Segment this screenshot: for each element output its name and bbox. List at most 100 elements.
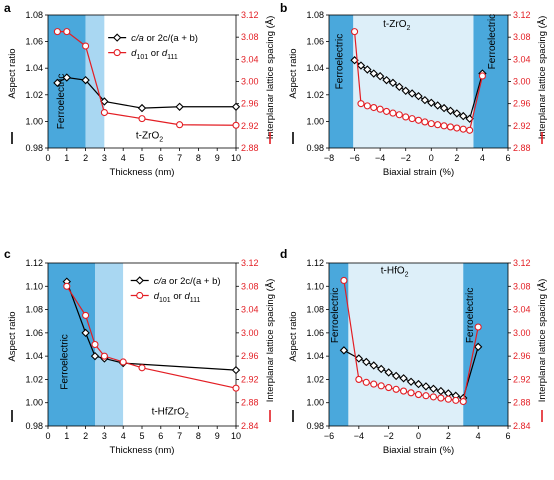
compound-subscript: 2: [405, 271, 409, 278]
y-right-tick-label: 2.92: [513, 121, 531, 131]
data-point-circle: [232, 121, 240, 129]
y-right-tick-label: 3.08: [513, 32, 531, 42]
x-tick-label: 1: [64, 431, 69, 441]
y-right-tick-label: 3.00: [241, 328, 259, 338]
compound-name: t-HfO: [381, 265, 405, 276]
data-point-circle: [444, 395, 452, 403]
data-point-circle: [389, 109, 397, 117]
data-point-diamond: [391, 371, 401, 381]
y-left-tick-label: 1.10: [25, 281, 43, 291]
data-point-diamond: [377, 364, 386, 374]
legend-text: or 2c/(a + b): [166, 276, 220, 287]
data-point-circle: [395, 111, 403, 119]
y-left-axis-label: Aspect ratio: [7, 48, 18, 98]
legend-entry: d101 or d111: [154, 291, 201, 304]
y-right-tick-label: 2.96: [241, 351, 259, 361]
legend-marker-diamond: [135, 276, 144, 285]
y-right-tick-label: 3.00: [241, 77, 259, 87]
y-right-tick-label: 2.88: [241, 398, 259, 408]
data-point-circle: [363, 102, 371, 110]
x-tick-label: 0: [429, 153, 434, 163]
region-label: Ferroelectric: [465, 288, 476, 344]
data-point-diamond: [427, 98, 436, 107]
y-left-tick-label: 1.04: [306, 351, 324, 361]
y-right-tick-label: 2.84: [241, 421, 259, 431]
x-tick-label: 4: [480, 153, 485, 163]
data-point-circle: [414, 391, 423, 399]
x-tick-label: −2: [384, 431, 394, 441]
data-point-circle: [478, 72, 486, 80]
data-point-diamond: [339, 346, 349, 355]
y-left-tick-label: 1.06: [25, 37, 43, 47]
y-right-axis-label: Interplanar lattice spacing (Å): [537, 16, 548, 140]
x-axis-label: Biaxial strain (%): [383, 445, 454, 456]
data-point-diamond: [407, 89, 417, 98]
y-left-tick-label: 1.06: [306, 328, 324, 338]
y-left-tick-label: 1.00: [25, 398, 43, 408]
x-tick-label: 0: [45, 153, 50, 163]
x-tick-label: −6: [324, 431, 334, 441]
y-right-tick-label: 2.96: [513, 351, 531, 361]
y-left-tick-label: 1.02: [25, 90, 43, 100]
data-point-circle: [437, 394, 445, 402]
legend-text: d: [162, 48, 168, 59]
data-point-circle: [362, 378, 370, 386]
data-point-diamond: [452, 109, 462, 118]
x-tick-label: 6: [158, 153, 163, 163]
y-right-tick-label: 2.92: [241, 374, 259, 384]
x-tick-label: 6: [505, 431, 510, 441]
data-point-circle: [357, 100, 365, 108]
y-left-tick-label: 1.02: [25, 374, 43, 384]
y-right-tick-label: 3.12: [513, 258, 531, 268]
y-right-tick-label: 3.12: [241, 258, 259, 268]
y-left-tick-label: 1.08: [306, 10, 324, 20]
region-band: [329, 15, 354, 148]
y-left-axis-label: Aspect ratio: [288, 48, 299, 98]
x-tick-label: 1: [64, 153, 69, 163]
x-axis-label: Biaxial strain (%): [383, 167, 454, 178]
x-tick-label: 10: [231, 431, 241, 441]
x-tick-label: 4: [121, 153, 126, 163]
legend-subscript: 111: [167, 54, 178, 61]
data-point-circle: [176, 121, 184, 129]
x-tick-label: 4: [121, 431, 126, 441]
y-left-tick-label: 1.04: [25, 351, 43, 361]
panel-letter: d: [280, 247, 287, 261]
x-tick-label: 8: [196, 431, 201, 441]
data-point-circle: [138, 364, 146, 372]
y-right-axis-label: Interplanar lattice spacing (Å): [265, 279, 276, 403]
y-right-axis-label: Interplanar lattice spacing (Å): [537, 279, 548, 403]
data-point-diamond: [436, 386, 446, 396]
y-left-tick-label: 1.12: [25, 258, 43, 268]
data-point-diamond: [354, 354, 364, 363]
data-point-diamond: [231, 365, 241, 375]
compound-subscript: 2: [159, 137, 163, 144]
data-point-circle: [474, 323, 482, 331]
legend: c/a or 2c/(a + b)d101 or d111: [108, 33, 198, 61]
y-right-tick-label: 3.04: [513, 305, 531, 315]
x-tick-label: −6: [349, 153, 359, 163]
data-point-diamond: [382, 75, 391, 85]
legend-marker-circle: [113, 49, 121, 57]
y-left-tick-label: 1.00: [306, 116, 324, 126]
panel-letter: a: [4, 1, 11, 15]
data-point-circle: [232, 384, 240, 392]
x-tick-label: −2: [401, 153, 411, 163]
compound-label: t-ZrO2: [136, 131, 163, 144]
y-right-tick-label: 3.12: [513, 10, 531, 20]
y-left-tick-label: 0.98: [306, 421, 324, 431]
data-point-circle: [91, 340, 99, 349]
data-point-circle: [407, 389, 415, 397]
x-tick-label: 9: [215, 153, 220, 163]
data-point-circle: [453, 124, 461, 132]
data-point-circle: [355, 375, 363, 383]
y-right-tick-label: 2.96: [241, 99, 259, 109]
data-point-diamond: [369, 361, 378, 370]
data-point-diamond: [401, 86, 410, 95]
panel-letter: b: [280, 1, 287, 15]
data-point-diamond: [62, 73, 71, 82]
data-point-diamond: [175, 102, 184, 111]
data-point-diamond: [384, 368, 393, 377]
